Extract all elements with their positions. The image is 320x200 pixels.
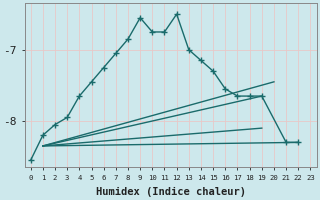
X-axis label: Humidex (Indice chaleur): Humidex (Indice chaleur) [96, 186, 245, 197]
